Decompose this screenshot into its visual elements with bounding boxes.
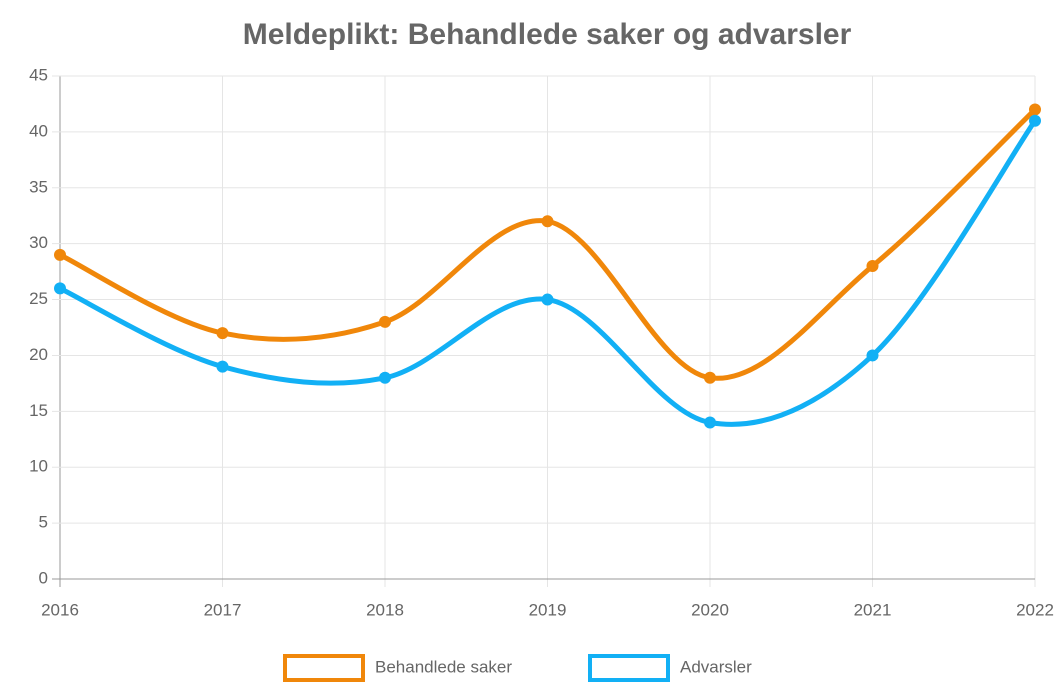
y-tick-label: 35 bbox=[29, 177, 48, 196]
y-tick-label: 40 bbox=[29, 121, 48, 140]
y-tick-label: 5 bbox=[39, 513, 48, 532]
y-tick-label: 15 bbox=[29, 401, 48, 420]
data-point bbox=[216, 360, 229, 373]
x-tick-label: 2022 bbox=[1016, 600, 1054, 619]
data-point bbox=[54, 282, 66, 295]
legend-swatch[interactable] bbox=[588, 654, 670, 682]
y-tick-label: 30 bbox=[29, 233, 48, 252]
y-tick-label: 25 bbox=[29, 289, 48, 308]
y-tick-label: 45 bbox=[29, 65, 48, 84]
data-point bbox=[379, 371, 391, 384]
legend-label[interactable]: Advarsler bbox=[680, 657, 752, 676]
x-tick-label: 2016 bbox=[41, 600, 79, 619]
legend-label[interactable]: Behandlede saker bbox=[375, 657, 512, 676]
data-point bbox=[866, 260, 879, 273]
data-point bbox=[1029, 114, 1041, 127]
x-tick-label: 2021 bbox=[854, 600, 892, 619]
data-point bbox=[216, 327, 229, 340]
x-tick-label: 2017 bbox=[204, 600, 242, 619]
legend-swatch[interactable] bbox=[283, 654, 365, 682]
data-point bbox=[54, 248, 66, 261]
data-point bbox=[704, 371, 716, 384]
y-tick-label: 10 bbox=[29, 457, 48, 476]
x-tick-label: 2020 bbox=[691, 600, 729, 619]
data-point bbox=[704, 416, 716, 429]
y-tick-label: 0 bbox=[39, 568, 48, 587]
data-point bbox=[866, 349, 879, 362]
y-tick-label: 20 bbox=[29, 345, 48, 364]
data-point bbox=[1029, 103, 1041, 116]
data-point bbox=[541, 215, 554, 228]
chart-title: Meldeplikt: Behandlede saker og advarsle… bbox=[243, 18, 852, 51]
data-point bbox=[541, 293, 554, 306]
data-point bbox=[379, 315, 391, 328]
x-tick-label: 2019 bbox=[529, 600, 567, 619]
x-tick-label: 2018 bbox=[366, 600, 404, 619]
